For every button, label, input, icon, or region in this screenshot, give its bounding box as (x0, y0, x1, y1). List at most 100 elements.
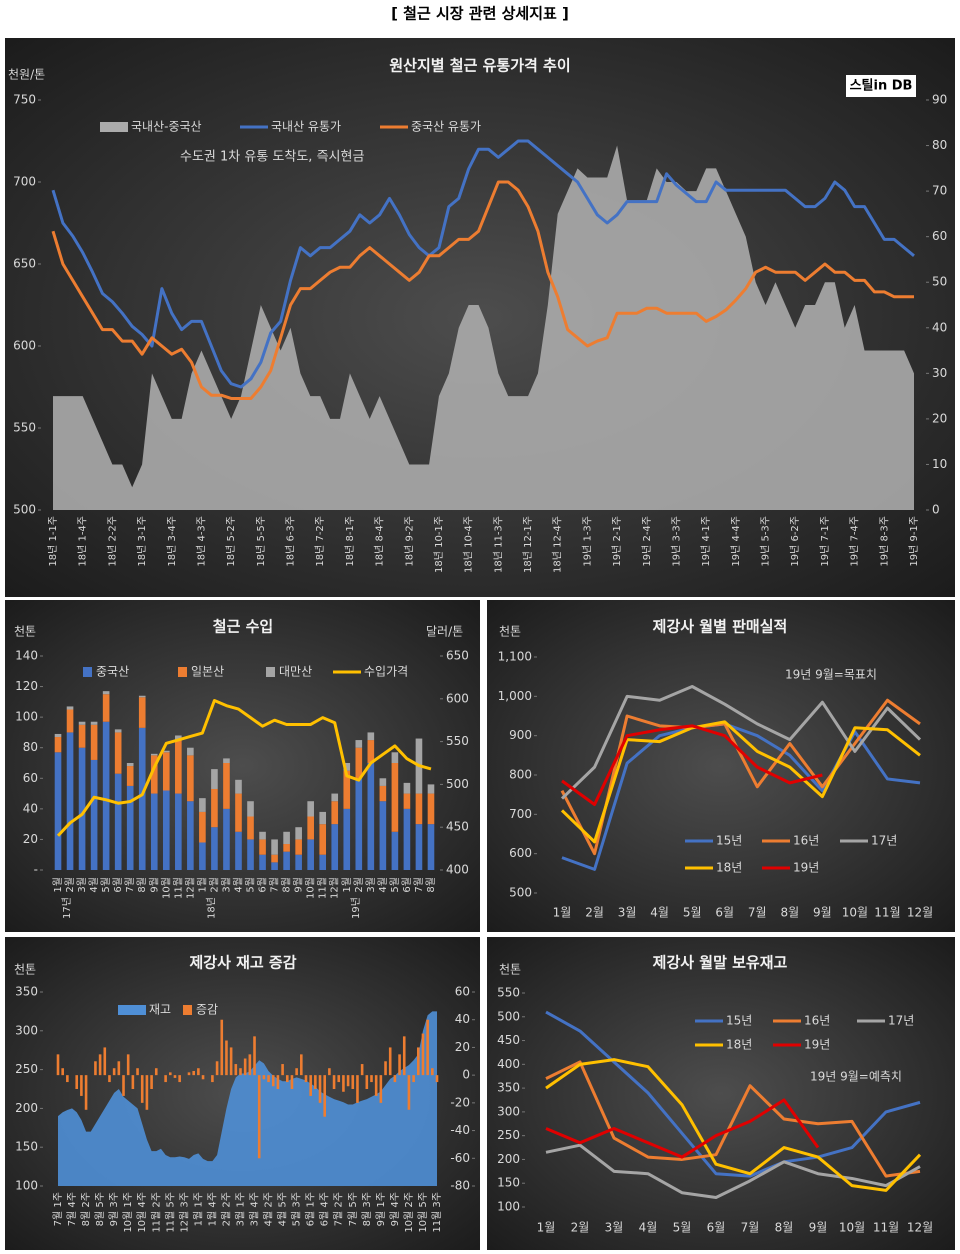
x-tick-label: 18년 2-2주 (106, 516, 118, 567)
bar (271, 839, 278, 855)
x-tick-label: 18년 4-3주 (195, 516, 207, 567)
legend-label: 재고 (149, 1003, 171, 1017)
bar (103, 1047, 107, 1076)
bar (126, 1054, 130, 1076)
bar (150, 793, 158, 870)
x-tick-label: 7월 (748, 906, 767, 920)
bar (318, 1075, 322, 1103)
bar (66, 732, 74, 870)
legend-label: 19년 (804, 1038, 830, 1052)
bar (239, 1068, 242, 1076)
bar (259, 854, 266, 870)
tick-label: 60 (932, 229, 947, 243)
bar (365, 1075, 369, 1089)
x-tick-label: 18년 9-2주 (403, 516, 415, 567)
x-tick-label: 7월 5주 (347, 1192, 359, 1226)
legend-label: 일본산 (191, 665, 224, 679)
tick-label: 500 (509, 886, 532, 900)
bar (175, 735, 182, 741)
bar (384, 1061, 387, 1076)
page-title: [ 철근 시장 관련 상세지표 ] (391, 5, 569, 23)
x-tick-label: 19년 4-1주 (700, 516, 712, 567)
legend-label: 18년 (726, 1038, 752, 1052)
bar (197, 1068, 200, 1076)
bar (225, 1040, 228, 1076)
x-tick-label: 2월 (353, 877, 365, 893)
x-tick-label: 7월 4주 (66, 1192, 78, 1226)
x-tick-label: 7월 2주 (333, 1192, 345, 1226)
x-tick-label: 18년 8-1주 (344, 516, 356, 567)
tick-label: 140 (15, 649, 38, 663)
tick-label: 80 (23, 740, 38, 754)
tick-label: 90 (932, 93, 947, 107)
y-axis-label: 천톤 (14, 962, 36, 977)
bar (285, 1075, 289, 1083)
bar (393, 1075, 397, 1083)
y-axis-label: 천톤 (499, 624, 521, 639)
bar (114, 773, 122, 870)
bar (328, 1068, 331, 1076)
x-tick-label: 18년 7-2주 (314, 516, 326, 567)
bar (54, 733, 62, 738)
tick-label: 20 (932, 411, 947, 425)
x-group-label: 19년 (350, 897, 362, 919)
bar (168, 1072, 172, 1076)
bar (235, 831, 242, 870)
x-tick-label: 19년 4-4주 (730, 516, 742, 567)
bar (283, 831, 290, 845)
x-tick-label: 8월 (136, 877, 148, 893)
x-tick-label: 10월 4주 (136, 1192, 148, 1233)
bar (248, 1054, 252, 1076)
bar (331, 793, 339, 802)
x-group-label: 17년 (61, 897, 73, 919)
tick-label: 100 (15, 710, 38, 724)
bar (75, 1075, 79, 1089)
x-tick-label: 18년 1-1주 (47, 516, 59, 567)
x-tick-label: 9월 (148, 877, 160, 893)
x-tick-label: 11월 2주 (150, 1192, 162, 1233)
bar (223, 758, 230, 763)
bar (187, 747, 194, 756)
x-tick-label: 1월 (196, 877, 208, 893)
bar (175, 793, 182, 870)
area (58, 1011, 437, 1186)
bar (173, 1075, 177, 1078)
bar (331, 824, 339, 870)
tick-label: 80 (932, 138, 947, 152)
x-tick-label: 3월 (618, 906, 637, 920)
bar (178, 1075, 181, 1083)
x-tick-label: 18년 12-4주 (552, 516, 564, 573)
x-tick-label: 8월 (775, 1221, 794, 1235)
bar (192, 1070, 195, 1076)
bar (78, 747, 86, 870)
tick-label: 1,100 (498, 650, 532, 664)
bar (379, 778, 387, 786)
bar (223, 808, 230, 870)
bar (379, 1075, 383, 1103)
x-tick-label: 19년 2-4주 (641, 516, 653, 567)
x-tick-label: 1월 4주 (206, 1192, 218, 1226)
x-tick-label: 18년 8-4주 (374, 516, 386, 567)
x-tick-label: 1월 1주 (192, 1192, 204, 1226)
tick-label: 800 (509, 768, 532, 782)
bar (367, 763, 375, 870)
x-tick-label: 11월 5주 (164, 1192, 176, 1233)
x-tick-label: 19년 7-1주 (819, 516, 831, 567)
x-tick-label: 4월 5주 (277, 1192, 289, 1226)
tick-label: 200 (497, 1152, 520, 1166)
x-tick-label: 10월 (160, 877, 172, 899)
bar (319, 824, 327, 855)
bar (314, 1075, 317, 1089)
tick-label: 600 (509, 846, 532, 860)
bar (421, 1033, 425, 1076)
bar (331, 801, 339, 825)
bar (398, 1054, 401, 1076)
legend-label: 15년 (726, 1014, 752, 1028)
line (560, 698, 921, 856)
line (545, 1060, 921, 1178)
legend-label: 증감 (196, 1003, 218, 1017)
legend-label: 19년 (793, 861, 819, 875)
bar (281, 1064, 284, 1076)
tick-label: 400 (497, 1057, 520, 1071)
bar (220, 1019, 224, 1076)
